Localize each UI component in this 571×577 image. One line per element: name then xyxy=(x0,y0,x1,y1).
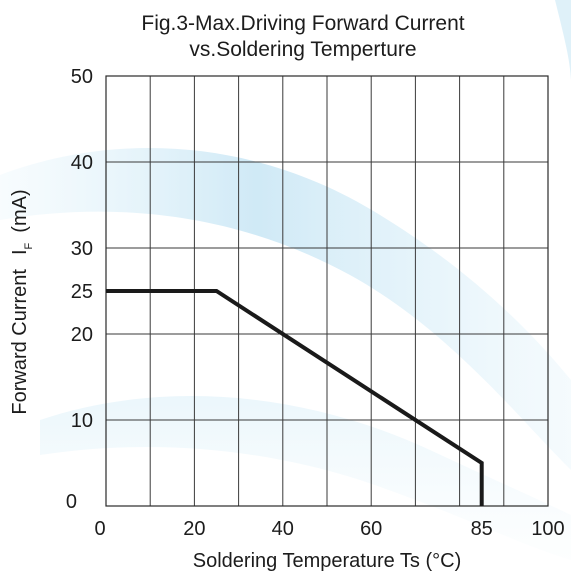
y-tick-label: 20 xyxy=(71,324,93,346)
chart-title-line-2: vs.Soldering Temperture xyxy=(189,38,416,61)
y-axis-ticks: 0 10 20 25 30 40 50 xyxy=(66,66,93,513)
background-wave xyxy=(0,0,571,560)
x-tick-label: 0 xyxy=(94,518,105,540)
series-group xyxy=(106,289,484,506)
y-axis-label-subscript: F xyxy=(23,242,35,249)
x-tick-label: 20 xyxy=(183,518,205,540)
y-axis-label-symbol: I xyxy=(9,249,31,255)
y-tick-label: 25 xyxy=(71,281,93,303)
y-tick-label: 10 xyxy=(71,410,93,432)
y-axis-label-unit: (mA) xyxy=(9,189,31,232)
y-tick-label: 50 xyxy=(71,66,93,88)
x-tick-label: 85 xyxy=(471,518,493,540)
y-tick-label: 40 xyxy=(71,152,93,174)
y-tick-label: 0 xyxy=(66,491,77,513)
chart-title: Fig.3-Max.Driving Forward Current vs.Sol… xyxy=(141,12,464,61)
x-axis-label: Soldering Temperature Ts (°C) xyxy=(193,550,462,572)
series-line xyxy=(106,289,484,506)
x-tick-label: 60 xyxy=(360,518,382,540)
x-tick-label: 100 xyxy=(531,518,564,540)
y-tick-label: 30 xyxy=(71,238,93,260)
x-axis-ticks: 0 20 40 60 85 100 xyxy=(94,518,564,540)
y-axis-label: Forward Current IF (mA) xyxy=(9,189,35,414)
y-axis-label-prefix: Forward Current xyxy=(9,269,31,415)
x-tick-label: 40 xyxy=(272,518,294,540)
chart-title-line-1: Fig.3-Max.Driving Forward Current xyxy=(141,12,464,35)
